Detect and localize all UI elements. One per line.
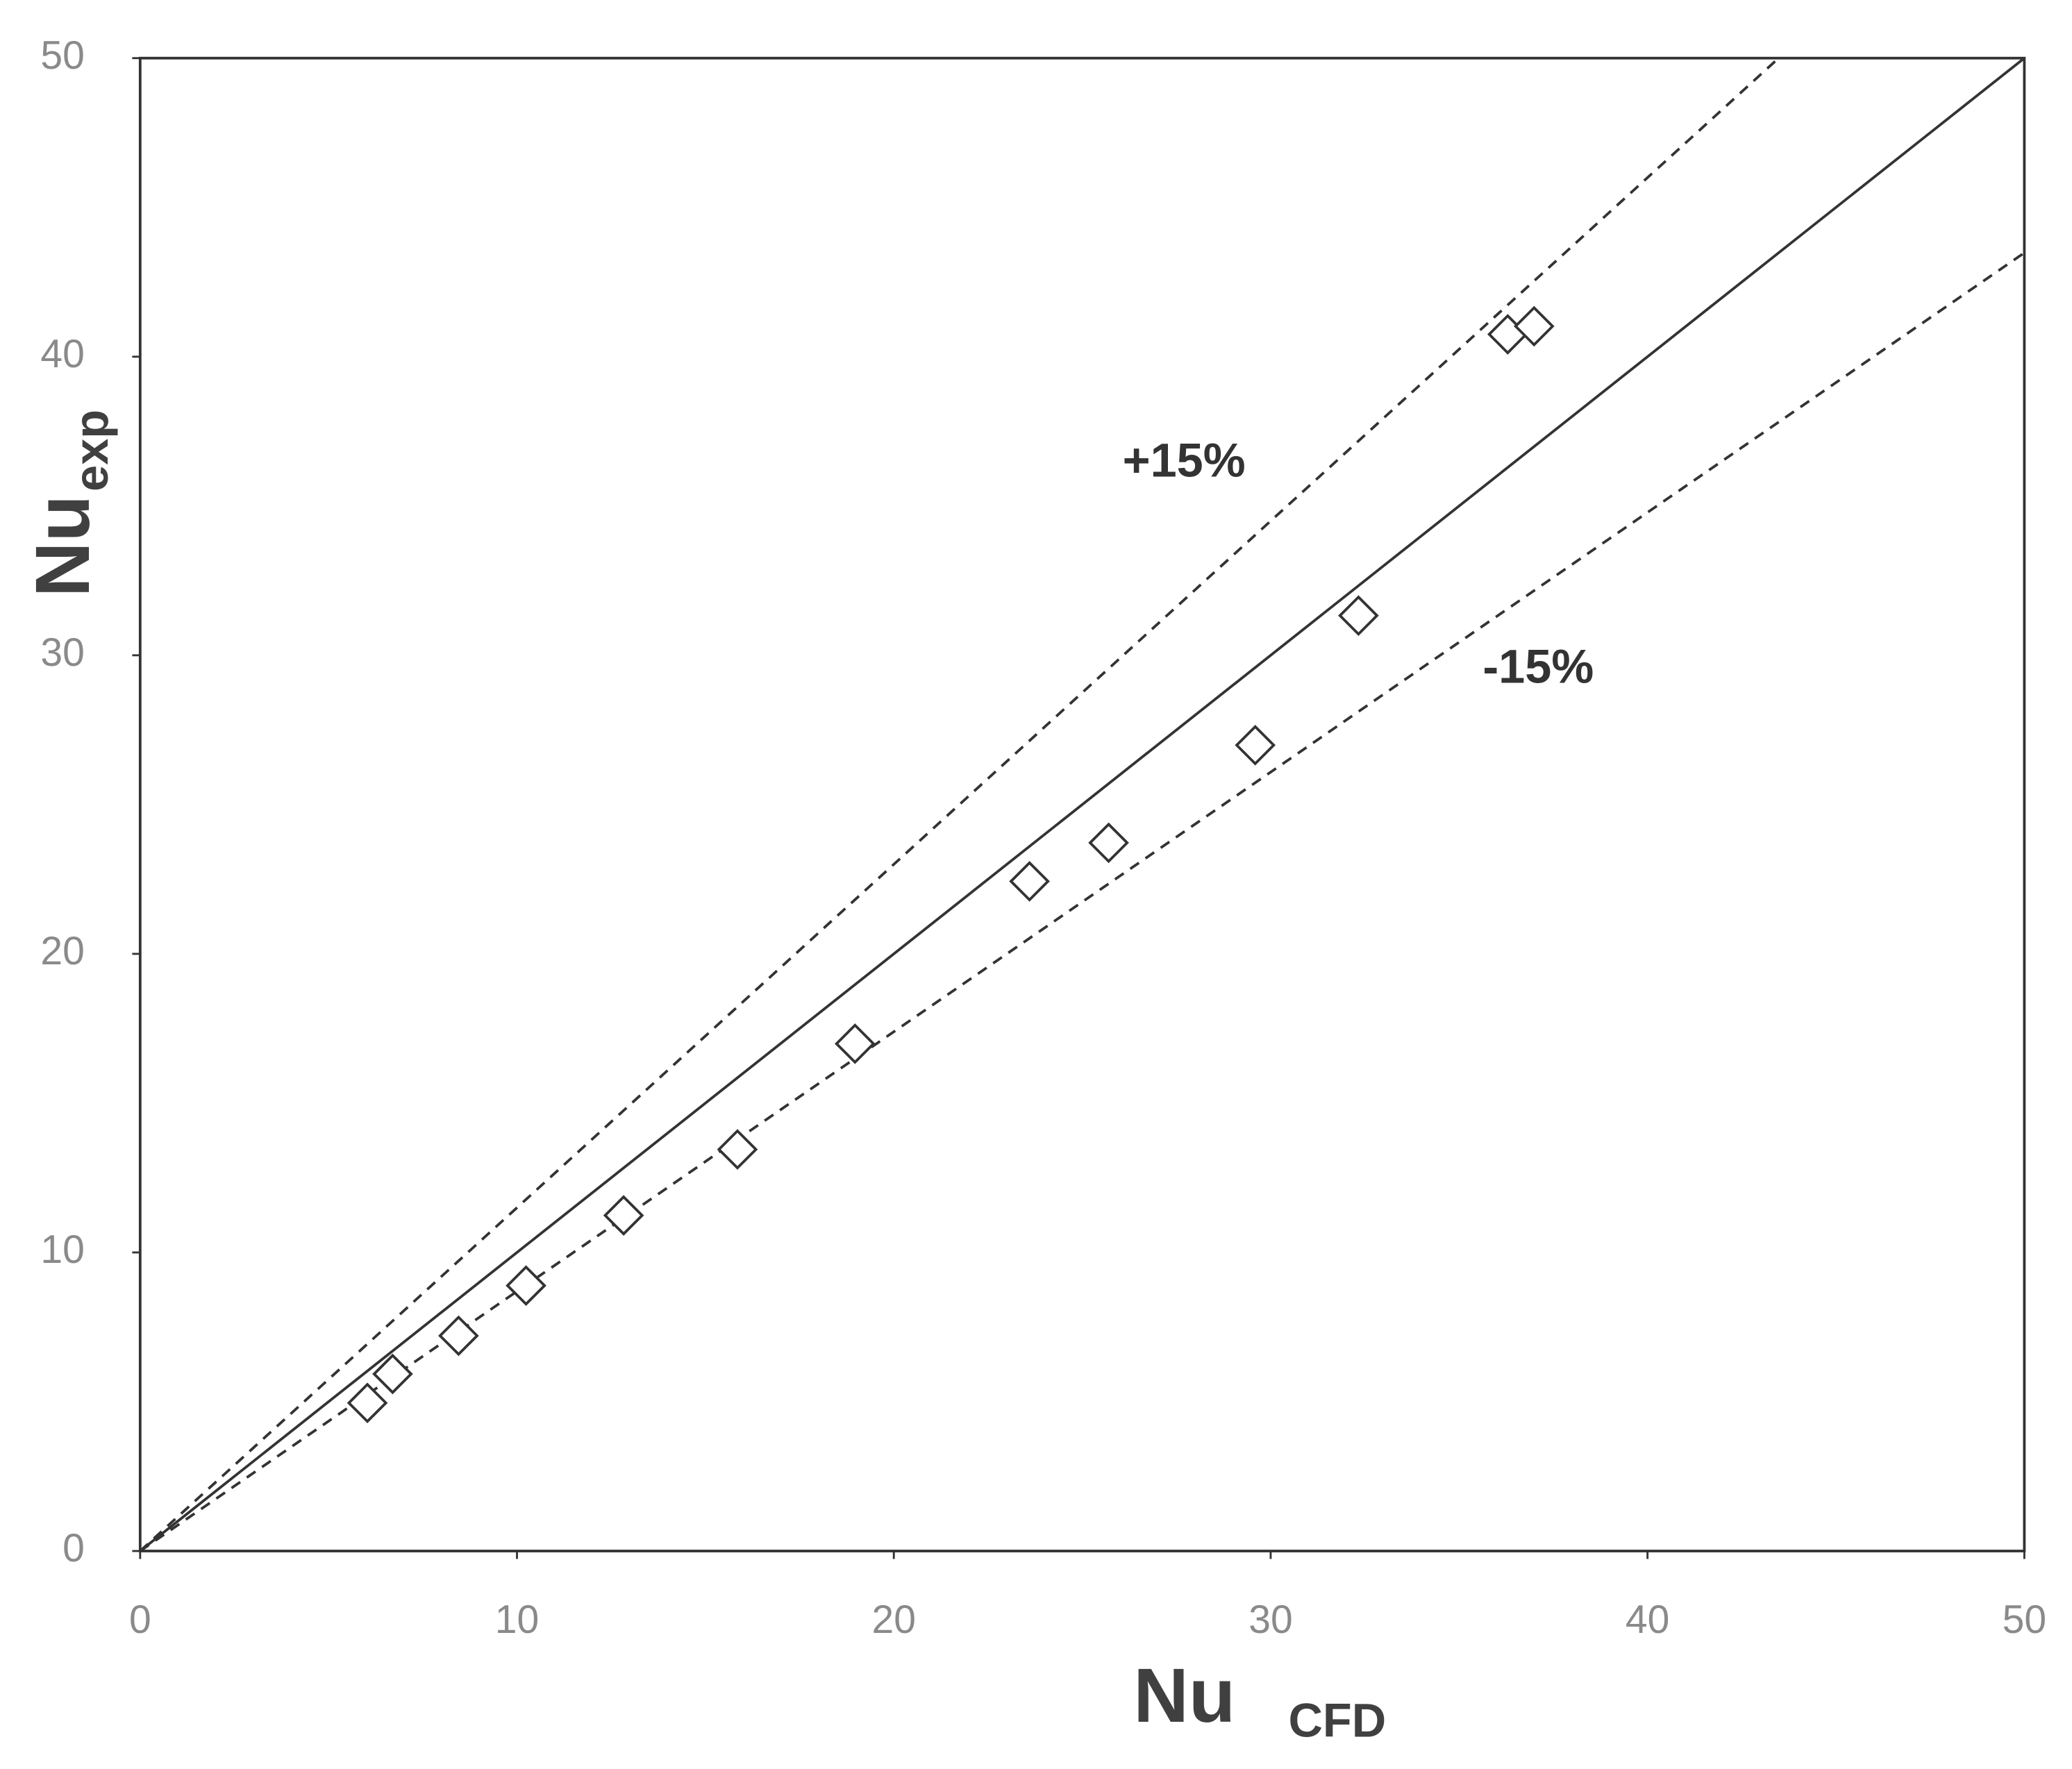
marker (1338, 595, 1379, 636)
marker (717, 1129, 758, 1170)
x-tick-label: 40 (1626, 1598, 1670, 1642)
x-tick-label: 10 (495, 1598, 540, 1642)
dashed-line (139, 57, 1780, 1552)
x-axis-label: Nu (1133, 1653, 1235, 1738)
x-tick-label: 0 (129, 1598, 151, 1642)
plot-frame (138, 56, 2026, 1552)
marker (346, 1382, 388, 1424)
y-tick-label: 30 (40, 630, 85, 675)
marker (506, 1265, 546, 1307)
marker (1513, 305, 1555, 347)
y-tick-label: 50 (40, 33, 85, 78)
marker (438, 1315, 479, 1357)
y-axis-label: Nu (20, 495, 106, 597)
y-tick-label: 10 (40, 1227, 85, 1272)
x-tick-label: 50 (2003, 1598, 2047, 1642)
annotation: +15% (1123, 434, 1246, 487)
y-tick-label: 40 (40, 332, 85, 376)
annotation: -15% (1482, 639, 1594, 693)
marker (1235, 724, 1276, 766)
parity-line (139, 57, 2025, 1552)
marker (603, 1195, 644, 1236)
marker (372, 1353, 413, 1395)
axis-labels: Nu CFD Nu exp (20, 410, 1386, 1747)
y-tick-label: 20 (40, 929, 85, 973)
dashed-line (139, 251, 2025, 1552)
x-tick-label: 30 (1248, 1598, 1293, 1642)
x-tick-label: 20 (871, 1598, 915, 1642)
x-axis-label-sub: CFD (1288, 1693, 1386, 1747)
marker (1088, 822, 1129, 864)
marker (835, 1023, 876, 1064)
y-axis-label-sub: exp (65, 410, 118, 492)
y-tick-label: 0 (62, 1526, 85, 1570)
marker (1009, 861, 1050, 902)
